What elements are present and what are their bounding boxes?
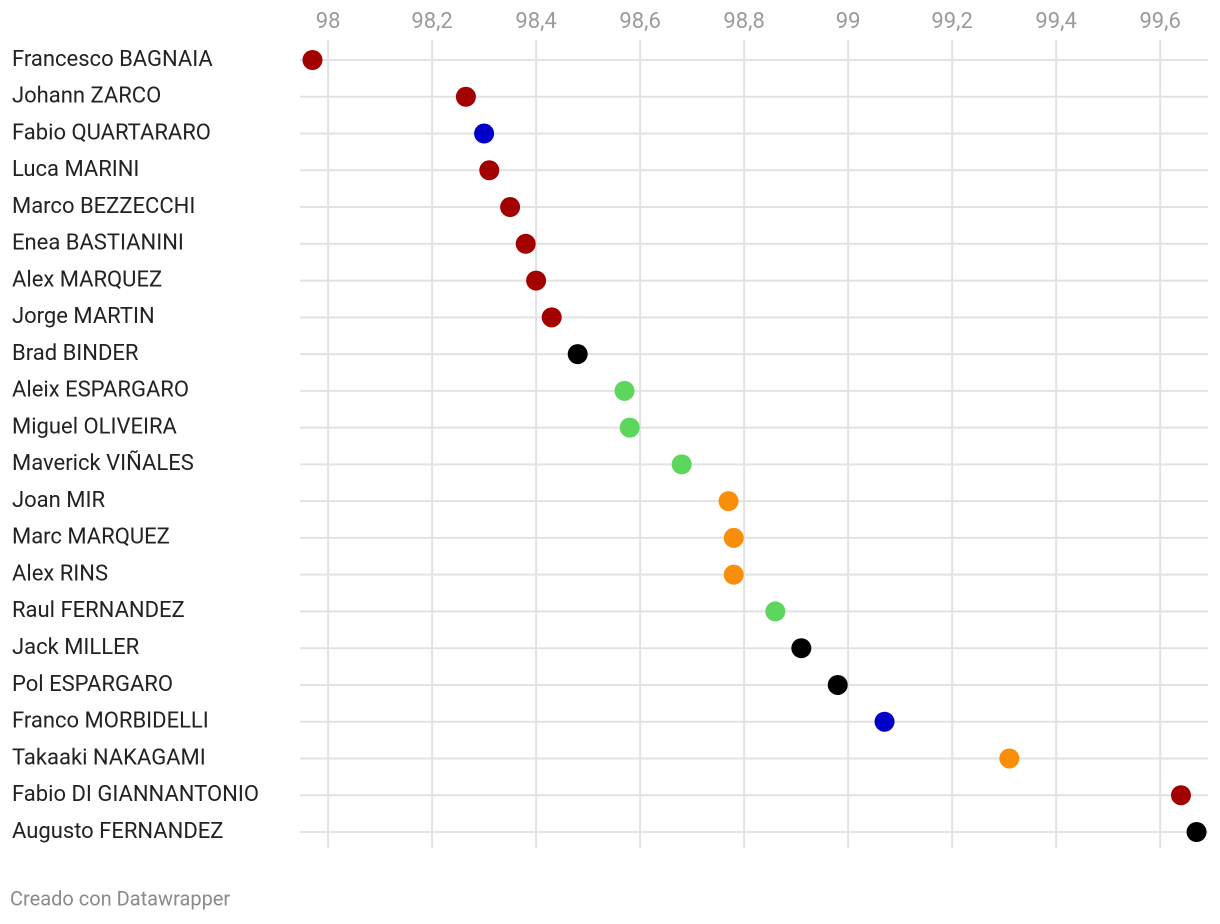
x-tick-label: 99,4: [1035, 9, 1076, 34]
category-label: Miguel OLIVEIRA: [12, 414, 178, 439]
category-label: Enea BASTIANINI: [12, 231, 184, 256]
dot: [1170, 785, 1191, 806]
dot: [614, 380, 635, 401]
category-label: Franco MORBIDELLI: [12, 709, 209, 734]
dot: [827, 674, 848, 695]
dot: [999, 748, 1020, 769]
dot: [791, 638, 812, 659]
dot: [474, 123, 495, 144]
dot: [515, 233, 536, 254]
category-label: Jorge MARTIN: [12, 304, 155, 329]
category-label: Johann ZARCO: [12, 84, 161, 109]
dot: [1186, 822, 1207, 842]
dot: [765, 601, 786, 622]
dot: [302, 50, 323, 70]
dot: [723, 564, 744, 585]
category-label: Raul FERNANDEZ: [12, 598, 185, 623]
dot: [526, 270, 547, 291]
dot: [723, 527, 744, 548]
category-label: Marc MARQUEZ: [12, 525, 170, 550]
source-note: Creado con Datawrapper: [10, 886, 230, 910]
category-label: Augusto FERNANDEZ: [12, 819, 223, 844]
category-label: Luca MARINI: [12, 157, 139, 182]
category-label: Brad BINDER: [12, 341, 139, 366]
category-label: Alex RINS: [12, 561, 108, 586]
dot: [671, 454, 692, 475]
category-label: Fabio DI GIANNANTONIO: [12, 782, 259, 807]
x-tick-label: 99,2: [931, 9, 972, 34]
category-label: Takaaki NAKAGAMI: [12, 745, 206, 770]
x-tick-label: 98: [316, 9, 341, 34]
category-label: Pol ESPARGARO: [12, 672, 173, 697]
dot: [718, 491, 739, 512]
category-label: Alex MARQUEZ: [12, 267, 162, 292]
dot: [619, 417, 640, 438]
dot: [567, 344, 588, 365]
x-tick-label: 98,4: [515, 9, 556, 34]
dot: [874, 711, 895, 732]
x-tick-label: 99: [836, 9, 861, 34]
dot: [455, 86, 476, 107]
category-label: Joan MIR: [12, 488, 105, 513]
dot: [541, 307, 562, 328]
category-label: Marco BEZZECCHI: [12, 194, 195, 219]
category-label: Maverick VIÑALES: [12, 450, 194, 476]
x-tick-label: 98,6: [619, 9, 660, 34]
dot: [500, 197, 521, 218]
category-label: Jack MILLER: [12, 635, 140, 660]
x-tick-label: 98,8: [723, 9, 764, 34]
category-label: Fabio QUARTARARO: [12, 120, 211, 145]
x-tick-label: 98,2: [411, 9, 452, 34]
x-tick-label: 99,6: [1139, 9, 1180, 34]
category-label: Aleix ESPARGARO: [12, 378, 189, 403]
category-label: Francesco BAGNAIA: [12, 47, 213, 72]
dot: [479, 160, 500, 181]
